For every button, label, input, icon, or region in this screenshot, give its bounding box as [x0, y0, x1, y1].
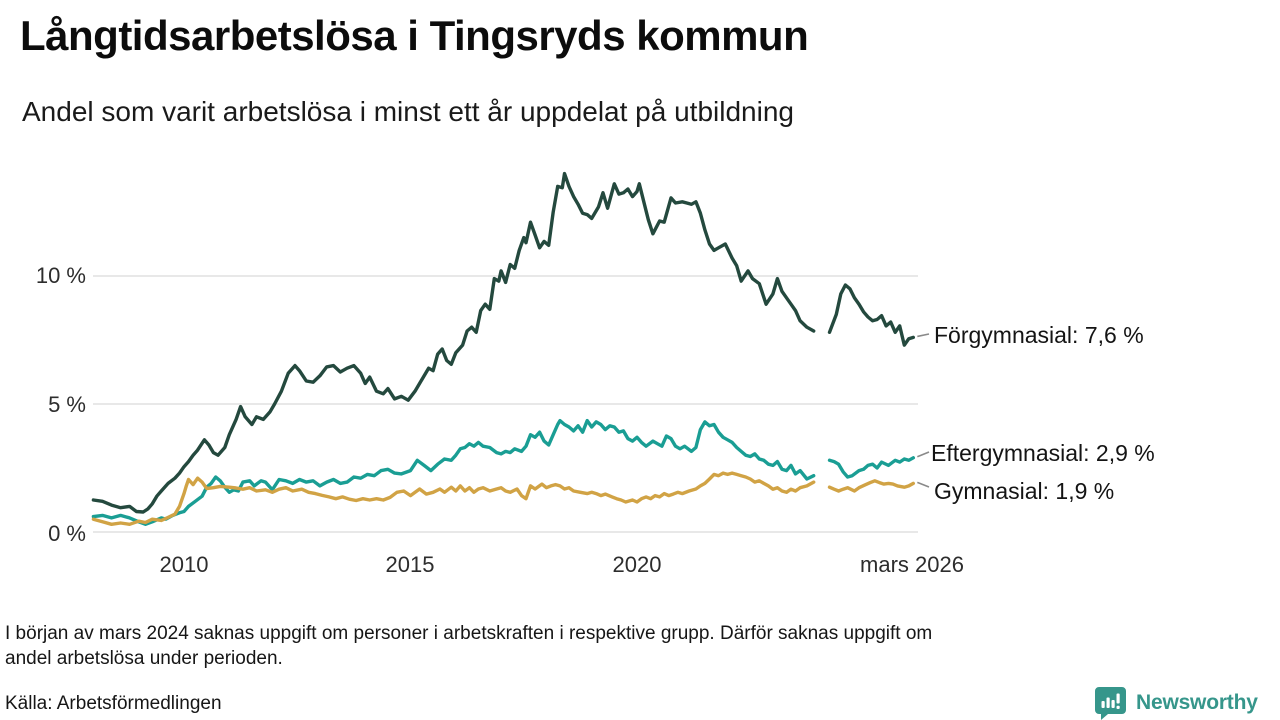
x-axis-tick-mars-2026: mars 2026 [860, 552, 964, 577]
footnote-text: I början av mars 2024 saknas uppgift om … [5, 623, 933, 669]
series-label-forgymnasial: Förgymnasial: 7,6 % [934, 322, 1144, 348]
source-text: Källa: Arbetsförmedlingen [5, 693, 222, 714]
label-connector-forgymnasial [917, 333, 930, 338]
y-axis-tick-10: 10 % [35, 263, 86, 288]
x-axis-tick-2010: 2010 [159, 552, 209, 577]
page-title: Långtidsarbetslösa i Tingsryds kommun [20, 12, 809, 59]
newsworthy-logo-text: Newsworthy [1136, 691, 1258, 714]
series-line-gymnasial [827, 479, 915, 493]
series-label-gymnasial: Gymnasial: 1,9 % [934, 478, 1115, 504]
y-axis-tick-0: 0 % [48, 521, 86, 546]
series-line-eftergymnasial [827, 456, 915, 479]
series-line-forgymnasial [827, 283, 915, 347]
series-line-forgymnasial [91, 171, 816, 514]
series-line-eftergymnasial [91, 418, 816, 526]
label-connector-eftergymnasial [917, 451, 930, 458]
newsworthy-bubble-icon [1095, 687, 1126, 720]
x-axis-tick-2020: 2020 [612, 552, 662, 577]
series-line-gymnasial [91, 471, 816, 526]
y-axis-tick-5: 5 % [48, 392, 86, 417]
page-subtitle: Andel som varit arbetslösa i minst ett å… [22, 96, 794, 127]
label-connector-gymnasial [917, 481, 930, 488]
newsworthy-logo: Newsworthy [1094, 686, 1274, 720]
x-axis-tick-2015: 2015 [385, 552, 435, 577]
series-label-eftergymnasial: Eftergymnasial: 2,9 % [931, 440, 1155, 466]
